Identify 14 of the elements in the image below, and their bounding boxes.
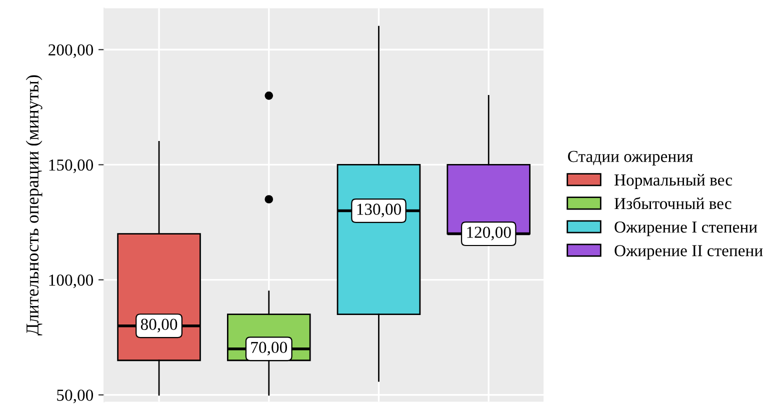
text: 120,00 xyxy=(467,226,511,240)
legend-label: Нормальный вес xyxy=(614,174,732,190)
y-tick-label: 50,00 xyxy=(57,390,94,404)
legend-label: Ожирение I степени xyxy=(614,222,758,236)
legend-label: Избыточный вес xyxy=(614,197,732,210)
y-axis-title: Длительность операции (минуты) xyxy=(26,75,42,336)
y-tick-label: 150,00 xyxy=(49,159,94,174)
y-tick-label: 200,00 xyxy=(48,44,94,58)
text: 80,00 xyxy=(140,318,178,332)
legend-label: Ожирение II степени xyxy=(614,245,763,260)
text: 130,00 xyxy=(357,204,402,218)
text: 70,00 xyxy=(251,342,287,356)
legend-title: Стадии ожирения xyxy=(568,150,693,166)
y-tick-label: 100,00 xyxy=(49,274,94,288)
